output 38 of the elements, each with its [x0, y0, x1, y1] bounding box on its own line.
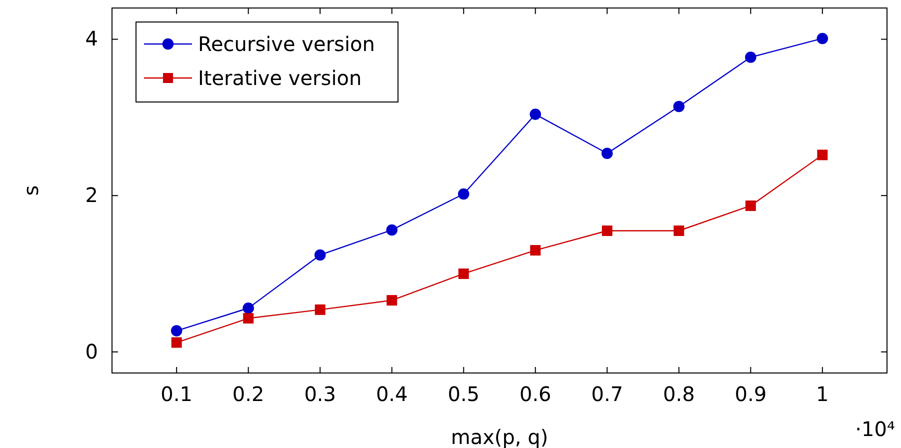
- point: [674, 226, 684, 236]
- x-axis-title: max(p, q): [450, 425, 548, 448]
- x-tick-label: 0.4: [376, 382, 408, 406]
- y-axis-title: s: [19, 185, 43, 196]
- point: [530, 108, 542, 120]
- point: [817, 150, 828, 160]
- text: ·10⁴: [855, 417, 895, 441]
- point: [314, 249, 326, 261]
- point: [673, 100, 685, 112]
- x-tick-label: 0.2: [232, 382, 264, 406]
- point: [242, 302, 254, 314]
- legend-label: Iterative version: [198, 66, 362, 90]
- point: [602, 226, 612, 236]
- point: [530, 245, 541, 256]
- x-tick-label: 0.7: [591, 382, 624, 406]
- x-tick-label: 0.6: [519, 382, 552, 406]
- x-tick-label: 0.5: [448, 382, 480, 406]
- point: [171, 337, 182, 348]
- y-tick-label: 4: [85, 26, 98, 51]
- x-tick-label: 0.8: [662, 382, 695, 406]
- point: [745, 200, 756, 211]
- x-tick-label: 0.3: [304, 382, 336, 406]
- x-tick-label: 0.9: [734, 382, 767, 406]
- point: [314, 304, 326, 315]
- point: [458, 188, 470, 200]
- legend-label: Recursive version: [198, 32, 375, 56]
- y-tick-label: 2: [85, 182, 98, 207]
- point: [386, 224, 398, 236]
- point: [386, 295, 398, 306]
- point: [170, 325, 182, 336]
- point: [458, 268, 469, 279]
- point: [243, 313, 254, 324]
- point: [745, 52, 756, 63]
- point: [601, 148, 613, 160]
- point: [816, 32, 828, 44]
- y-tick-label: 0: [85, 339, 98, 364]
- x-tick-label: 1: [816, 382, 829, 406]
- x-tick-label: 0.1: [160, 382, 192, 406]
